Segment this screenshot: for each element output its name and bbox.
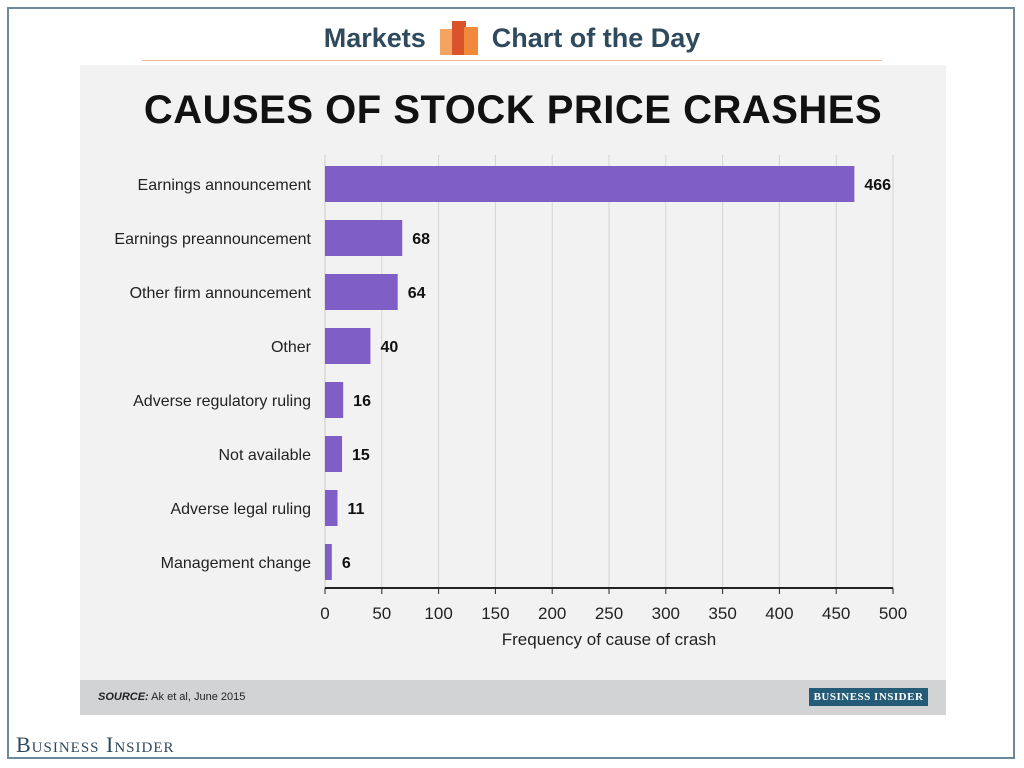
data-label: 16: [353, 393, 371, 410]
x-tick-label: 50: [372, 604, 391, 623]
page-frame: [7, 7, 1015, 759]
source-label: SOURCE:: [98, 691, 149, 703]
bar: [325, 544, 332, 580]
source-text: Ak et al, June 2015: [148, 691, 246, 703]
data-label: 40: [380, 339, 398, 356]
bar: [325, 436, 343, 472]
category-label: Adverse legal ruling: [170, 501, 311, 518]
x-tick-label: 450: [822, 604, 850, 623]
category-label: Other firm announcement: [130, 285, 312, 302]
category-label: Earnings announcement: [138, 177, 312, 194]
chart-title: CAUSES OF STOCK PRICE CRASHES: [143, 88, 883, 132]
bar: [325, 490, 338, 526]
bar: [325, 274, 398, 310]
bar: [325, 382, 344, 418]
business-insider-logo: Business Insider: [16, 732, 175, 757]
data-label: 6: [342, 555, 351, 572]
category-label: Other: [271, 339, 312, 356]
category-label: Not available: [219, 447, 312, 464]
category-label: Adverse regulatory ruling: [133, 393, 311, 410]
header-markets: Markets: [323, 22, 426, 53]
x-tick-label: 400: [765, 604, 793, 623]
footer-bar: [80, 680, 946, 715]
x-tick-label: 350: [708, 604, 736, 623]
x-tick-label: 500: [879, 604, 907, 623]
data-label: 11: [347, 501, 364, 518]
data-label: 68: [412, 231, 430, 248]
data-label: 64: [408, 285, 426, 302]
chart-logo-icon: [439, 21, 478, 55]
header-chart-of-the-day: Chart of the Day: [491, 22, 701, 53]
x-tick-label: 250: [595, 604, 623, 623]
x-axis-label: Frequency of cause of crash: [502, 630, 717, 649]
bar: [325, 220, 403, 256]
x-tick-label: 300: [652, 604, 680, 623]
category-label: Earnings preannouncement: [114, 231, 311, 248]
data-label: 15: [352, 447, 370, 464]
header-divider: [142, 60, 882, 61]
category-label: Management change: [161, 555, 311, 572]
x-tick-label: 200: [538, 604, 566, 623]
data-label: 466: [864, 177, 891, 194]
x-tick-label: 150: [481, 604, 509, 623]
header: Markets Chart of the Day: [0, 20, 1024, 56]
source-note: SOURCE: Ak et al, June 2015: [98, 691, 245, 703]
business-insider-badge: BUSINESS INSIDER: [809, 688, 928, 706]
x-tick-label: 100: [424, 604, 452, 623]
bar: [325, 328, 371, 364]
x-tick-label: 0: [320, 604, 329, 623]
bar: [325, 166, 855, 202]
